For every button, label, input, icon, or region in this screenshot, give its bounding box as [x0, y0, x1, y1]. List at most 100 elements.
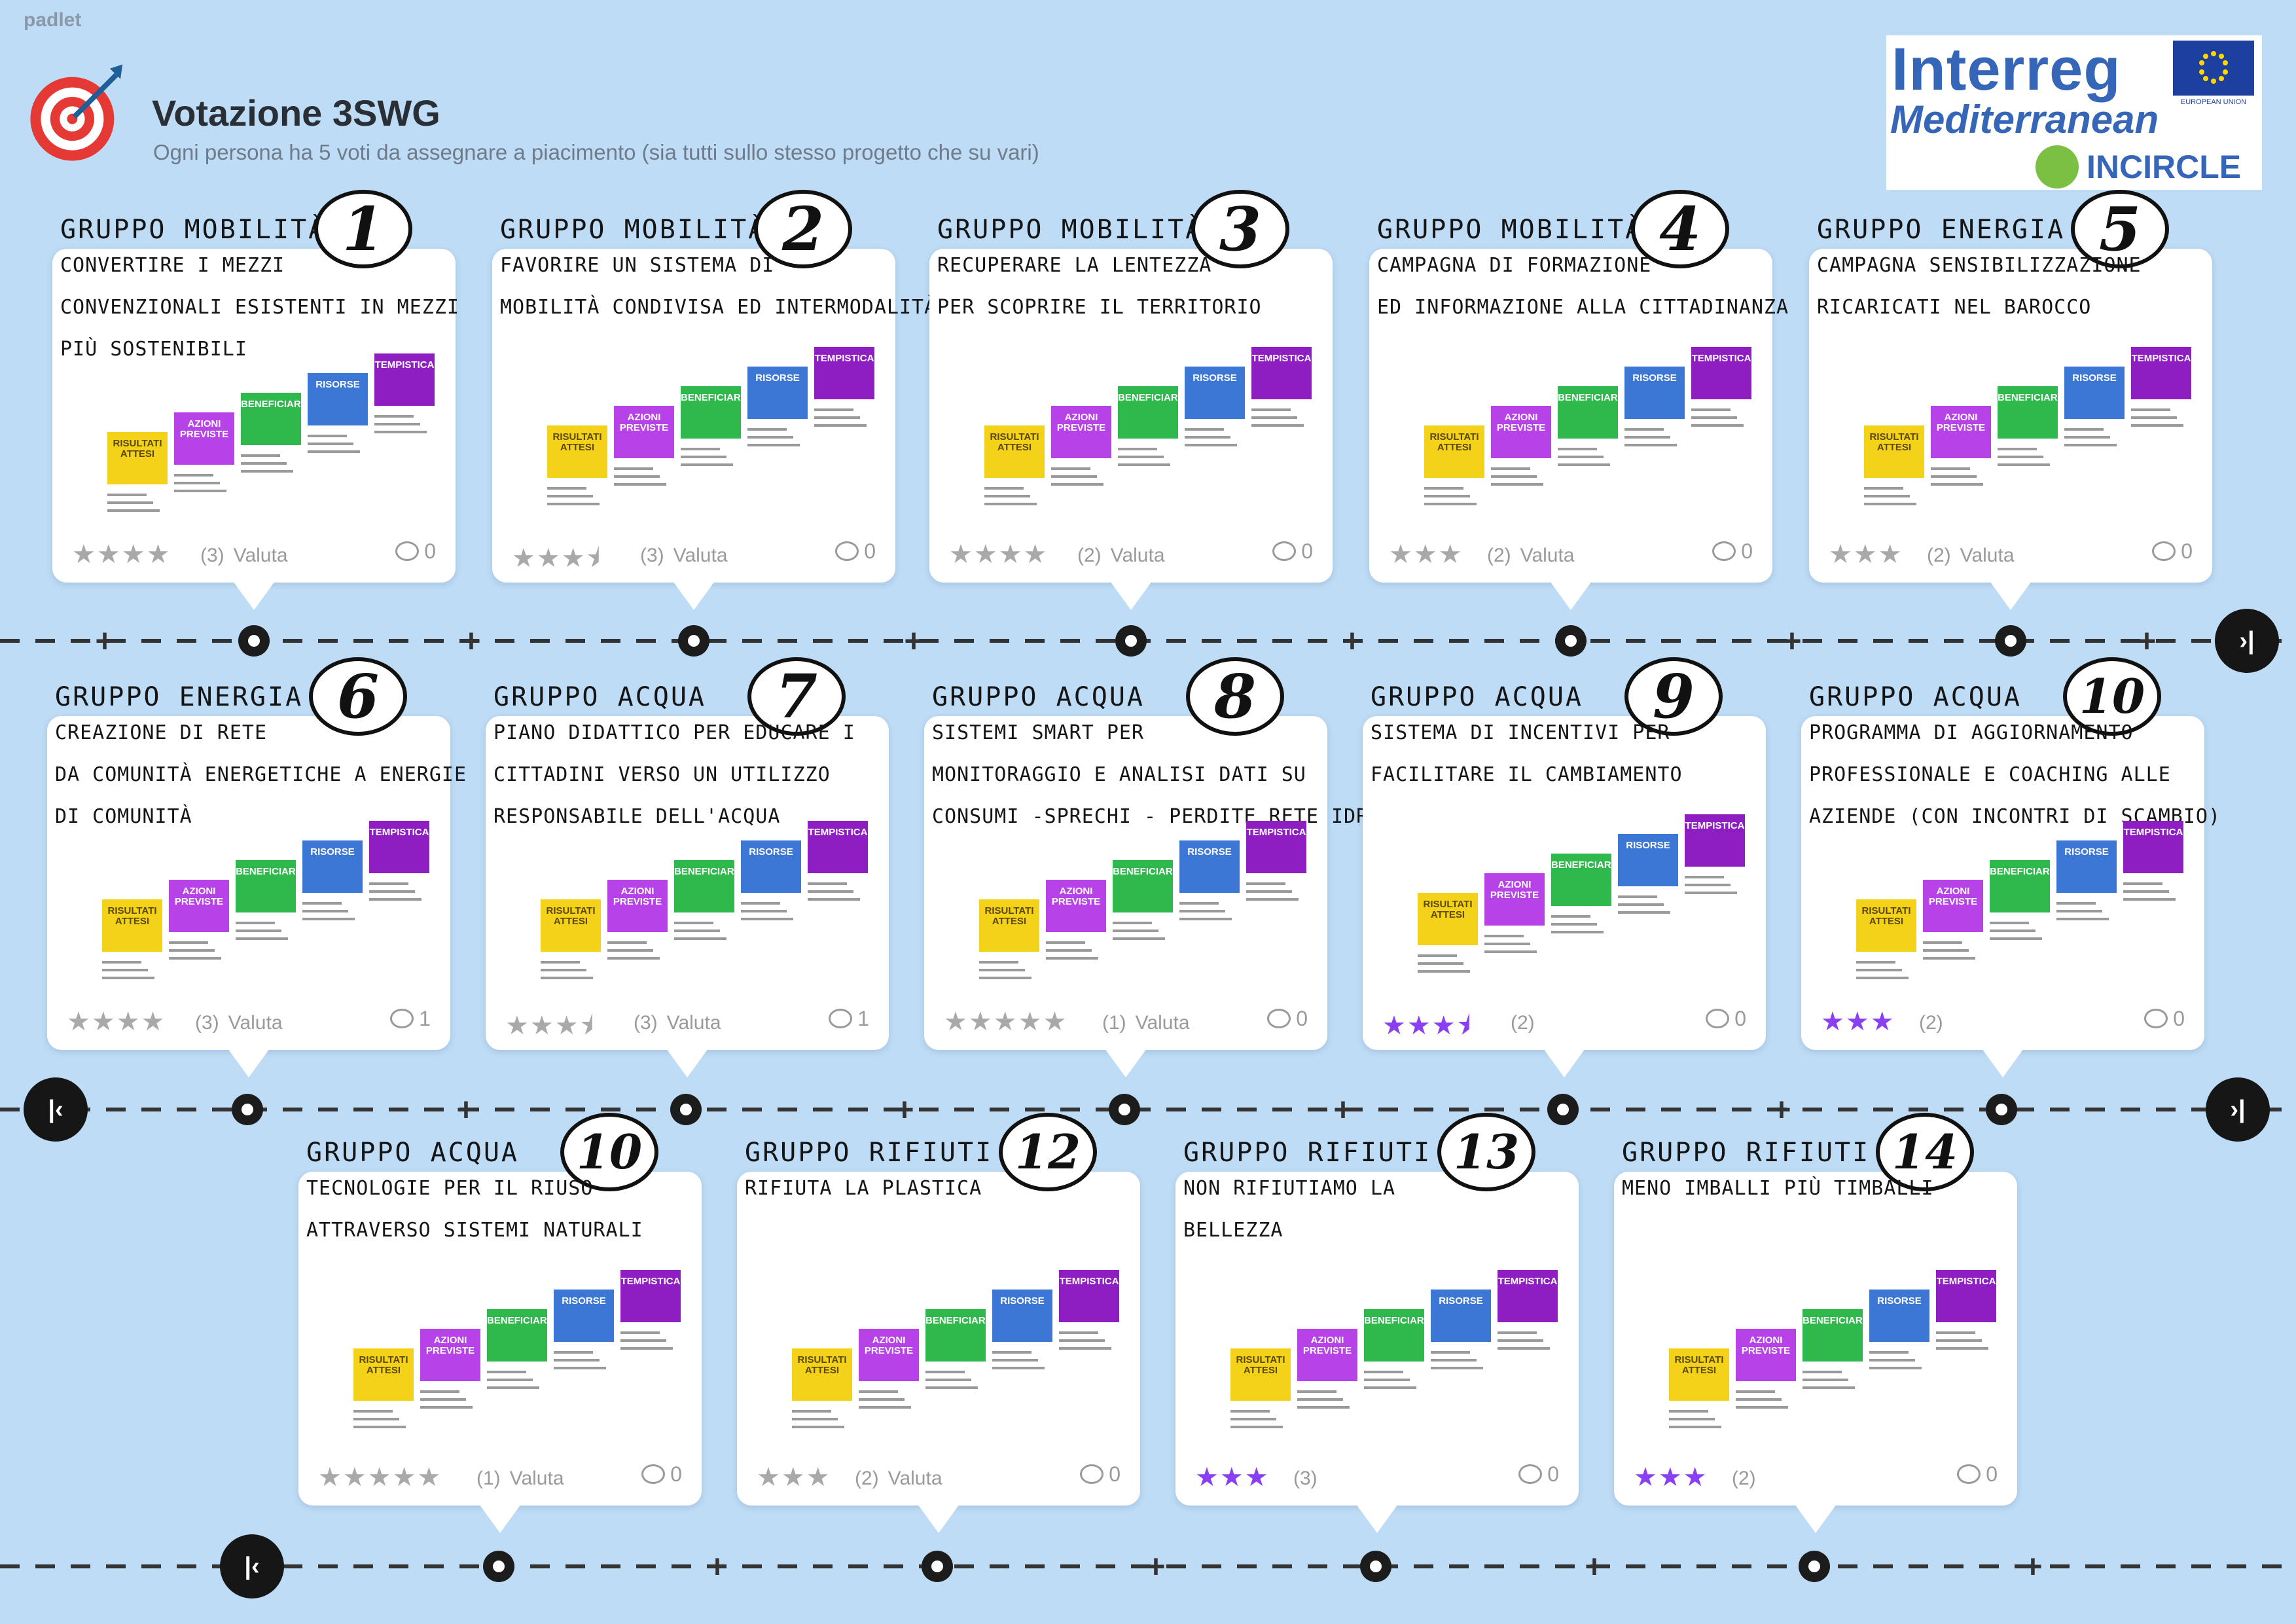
padlet-post[interactable]: GRUPPO MOBILITÀ 3 RECUPERARE LA LENTEZZA PE…: [929, 190, 1333, 610]
padlet-post[interactable]: GRUPPO ENERGIA 5 CAMPAGNA SENSIBILIZZAZION…: [1809, 190, 2212, 610]
stars[interactable]: ★★★★: [949, 540, 1049, 569]
stars[interactable]: ★★★★★: [944, 1007, 1068, 1036]
rate-label[interactable]: Valuta: [673, 545, 728, 566]
padlet-post[interactable]: GRUPPO RIFIUTI 12 RIFIUTA LA PLASTICA RISUL…: [737, 1113, 1140, 1533]
star-rating-icon[interactable]: ★★★★: [72, 539, 171, 569]
timeline-post-marker[interactable]: [1360, 1551, 1391, 1582]
timeline-post-marker[interactable]: [1547, 1094, 1579, 1125]
comment-button[interactable]: 0: [1957, 1462, 1998, 1487]
timeline-post-marker[interactable]: [1115, 625, 1147, 657]
timeline-post-marker[interactable]: [922, 1551, 953, 1582]
star-rating-icon[interactable]: ★★★: [1634, 1462, 1708, 1492]
comment-button[interactable]: 1: [829, 1007, 869, 1031]
post-attachment-thumbnail[interactable]: RISULTATI ATTESI AZIONI PREVISTE BENEFICIA…: [1391, 814, 1745, 978]
star-rating-icon[interactable]: ★★★⯨: [1382, 1007, 1472, 1051]
rate-label[interactable]: Valuta: [228, 1012, 283, 1034]
timeline-post-marker[interactable]: [238, 625, 270, 657]
post-attachment-thumbnail[interactable]: RISULTATI ATTESI AZIONI PREVISTE BENEFICIA…: [1838, 347, 2191, 511]
comment-button[interactable]: 0: [1267, 1007, 1308, 1031]
post-attachment-thumbnail[interactable]: RISULTATI ATTESI AZIONI PREVISTE BENEFICIA…: [76, 821, 429, 984]
comment-button[interactable]: 0: [1706, 1007, 1746, 1031]
comment-button[interactable]: 0: [2152, 539, 2193, 564]
post-attachment-thumbnail[interactable]: RISULTATI ATTESI AZIONI PREVISTE BENEFICIA…: [1204, 1270, 1558, 1434]
rate-label[interactable]: Valuta: [1135, 1012, 1190, 1034]
padlet-post[interactable]: GRUPPO ENERGIA 6 CREAZIONE DI RETE DA COMUN…: [47, 657, 466, 1077]
timeline-post-marker[interactable]: [1555, 625, 1587, 657]
post-attachment-thumbnail[interactable]: RISULTATI ATTESI AZIONI PREVISTE BENEFICIA…: [958, 347, 1312, 511]
comment-button[interactable]: 0: [395, 539, 436, 564]
padlet-post[interactable]: GRUPPO MOBILITÀ 4 CAMPAGNA DI FORMAZIONE ED…: [1369, 190, 1788, 610]
star-rating-icon[interactable]: ★★★: [1821, 1007, 1895, 1037]
star-rating-icon[interactable]: ★★★⯨: [512, 539, 601, 584]
star-rating-icon[interactable]: ★★★★: [949, 539, 1048, 569]
stars[interactable]: ★★★: [1821, 1007, 1895, 1036]
rate-label[interactable]: Valuta: [509, 1468, 564, 1489]
post-attachment-thumbnail[interactable]: RISULTATI ATTESI AZIONI PREVISTE BENEFICIA…: [521, 347, 874, 511]
comment-button[interactable]: 0: [1518, 1462, 1559, 1487]
star-rating-icon[interactable]: ★★★★: [67, 1007, 166, 1037]
rate-label[interactable]: Valuta: [1520, 545, 1575, 566]
star-rating-icon[interactable]: ★★★★★: [318, 1462, 442, 1492]
next-page-button[interactable]: ›|: [2215, 609, 2279, 673]
stars[interactable]: ★★★★★: [318, 1463, 442, 1492]
timeline-post-marker[interactable]: [232, 1094, 263, 1125]
timeline-post-marker[interactable]: [483, 1551, 514, 1582]
post-attachment-thumbnail[interactable]: RISULTATI ATTESI AZIONI PREVISTE BENEFICIA…: [766, 1270, 1119, 1434]
post-attachment-thumbnail[interactable]: RISULTATI ATTESI AZIONI PREVISTE BENEFICIA…: [1398, 347, 1751, 511]
star-rating-icon[interactable]: ★★★: [757, 1462, 831, 1492]
star-rating-icon[interactable]: ★★★: [1829, 539, 1903, 569]
stars[interactable]: ★★★⯨: [505, 1011, 595, 1040]
padlet-post[interactable]: GRUPPO ACQUA 9 SISTEMA DI INCENTIVI PER FAC…: [1363, 657, 1766, 1077]
comment-button[interactable]: 0: [1272, 539, 1313, 564]
stars[interactable]: ★★★★: [67, 1007, 166, 1036]
timeline-post-marker[interactable]: [678, 625, 709, 657]
post-attachment-thumbnail[interactable]: RISULTATI ATTESI AZIONI PREVISTE BENEFICIA…: [327, 1270, 681, 1434]
star-rating-icon[interactable]: ★★★: [1389, 539, 1463, 569]
padlet-post[interactable]: GRUPPO ACQUA 8 SISTEMI SMART PER MONITORAGG…: [924, 657, 1405, 1077]
padlet-post[interactable]: GRUPPO ACQUA 10 TECNOLOGIE PER IL RIUSO ATT…: [298, 1113, 702, 1533]
comment-button[interactable]: 0: [641, 1462, 682, 1487]
comment-button[interactable]: 0: [835, 539, 876, 564]
comment-button[interactable]: 0: [1712, 539, 1753, 564]
padlet-post[interactable]: GRUPPO RIFIUTI 13 NON RIFIUTIAMO LA BELLEZZ…: [1175, 1113, 1579, 1533]
timeline-post-marker[interactable]: [670, 1094, 702, 1125]
stars[interactable]: ★★★: [1389, 540, 1463, 569]
post-attachment-thumbnail[interactable]: RISULTATI ATTESI AZIONI PREVISTE BENEFICIA…: [1643, 1270, 1996, 1434]
stars[interactable]: ★★★★: [72, 540, 171, 569]
timeline-post-marker[interactable]: [1109, 1094, 1140, 1125]
padlet-post[interactable]: GRUPPO ACQUA 7 PIANO DIDATTICO PER EDUCARE…: [486, 657, 889, 1077]
star-rating-icon[interactable]: ★★★: [1195, 1462, 1270, 1492]
star-rating-icon[interactable]: ★★★★★: [944, 1007, 1067, 1037]
stars[interactable]: ★★★: [1634, 1463, 1708, 1492]
rate-label[interactable]: Valuta: [1110, 545, 1165, 566]
thumbnail-text-line: [674, 937, 726, 940]
rate-label[interactable]: Valuta: [233, 545, 288, 566]
rate-label[interactable]: Valuta: [1960, 545, 2015, 566]
previous-page-button[interactable]: |‹: [220, 1534, 284, 1598]
thumbnail-text-line: [241, 462, 287, 465]
padlet-post[interactable]: GRUPPO ACQUA 10 PROGRAMMA DI AGGIORNAMENTO…: [1801, 657, 2220, 1077]
timeline-post-marker[interactable]: [1986, 1094, 2017, 1125]
rate-label[interactable]: Valuta: [666, 1012, 721, 1034]
stars[interactable]: ★★★⯨: [1382, 1011, 1472, 1040]
timeline-post-marker[interactable]: [1995, 625, 2026, 657]
padlet-post[interactable]: GRUPPO MOBILITÀ 1 CONVERTIRE I MEZZI CONVEN…: [52, 190, 459, 610]
post-attachment-thumbnail[interactable]: RISULTATI ATTESI AZIONI PREVISTE BENEFICIA…: [81, 353, 435, 517]
timeline-post-marker[interactable]: [1799, 1551, 1830, 1582]
comment-button[interactable]: 1: [390, 1007, 431, 1031]
stars[interactable]: ★★★⯨: [512, 544, 601, 573]
comment-button[interactable]: 0: [2144, 1007, 2185, 1031]
star-rating-icon[interactable]: ★★★⯨: [505, 1007, 595, 1051]
padlet-post[interactable]: GRUPPO MOBILITÀ 2 FAVORIRE UN SISTEMA DI MO…: [492, 190, 936, 610]
rate-label[interactable]: Valuta: [888, 1468, 942, 1489]
padlet-post[interactable]: GRUPPO RIFIUTI 14 MENO IMBALLI PIÙ TIMBALL…: [1614, 1113, 2017, 1533]
stars[interactable]: ★★★: [757, 1463, 831, 1492]
stars[interactable]: ★★★: [1195, 1463, 1270, 1492]
post-attachment-thumbnail[interactable]: RISULTATI ATTESI AZIONI PREVISTE BENEFICIA…: [953, 821, 1306, 984]
post-attachment-thumbnail[interactable]: RISULTATI ATTESI AZIONI PREVISTE BENEFICIA…: [514, 821, 868, 984]
previous-page-button[interactable]: |‹: [24, 1077, 88, 1142]
post-attachment-thumbnail[interactable]: RISULTATI ATTESI AZIONI PREVISTE BENEFICIA…: [1830, 821, 2183, 984]
stars[interactable]: ★★★: [1829, 540, 1903, 569]
comment-button[interactable]: 0: [1080, 1462, 1121, 1487]
next-page-button[interactable]: ›|: [2206, 1077, 2270, 1142]
